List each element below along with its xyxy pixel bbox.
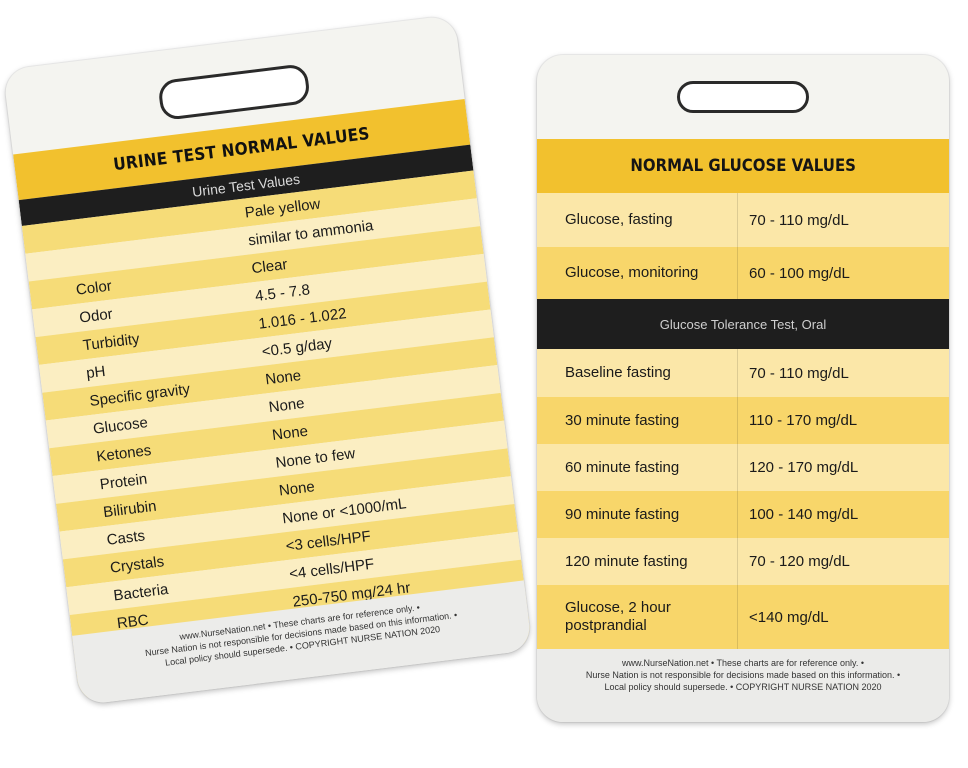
footer-line: Nurse Nation is not responsible for deci… <box>585 670 901 680</box>
glucose-row-label: 120 minute fasting <box>565 552 688 570</box>
glucose-row-value: 120 - 170 mg/dL <box>749 459 859 476</box>
glucose-row-label: Glucose, monitoring <box>565 264 699 281</box>
footer-line: Local policy should supersede. • COPYRIG… <box>604 682 882 692</box>
glucose-row-label: Glucose, 2 hour postprandial <box>565 599 671 634</box>
footer-line: www.NurseNation.net • These charts are f… <box>621 658 865 668</box>
glucose-row-value: 60 - 100 mg/dL <box>749 264 850 282</box>
glucose-row-label: Baseline fasting <box>565 364 671 381</box>
glucose-card-title: NORMAL GLUCOSE VALUES <box>630 156 856 176</box>
glucose-values-card: NORMAL GLUCOSE VALUES Glucose, fasting 70… <box>537 55 949 722</box>
glucose-table-row: 60 minute fasting 120 - 170 mg/dL <box>537 444 949 491</box>
glucose-row-label: 60 minute fasting <box>565 458 680 476</box>
glucose-table-row: 90 minute fasting 100 - 140 mg/dL <box>537 491 949 538</box>
glucose-tolerance-subheader-band: Glucose Tolerance Test, Oral <box>537 299 949 349</box>
glucose-row-value: 110 - 170 mg/dL <box>749 412 858 429</box>
glucose-tolerance-subheader: Glucose Tolerance Test, Oral <box>659 316 827 332</box>
glucose-table-row: Glucose, 2 hour postprandial <140 mg/dL <box>537 585 949 649</box>
glucose-card-footer: www.NurseNation.net • These charts are f… <box>537 649 949 722</box>
glucose-title-band: NORMAL GLUCOSE VALUES <box>537 139 949 193</box>
glucose-row-label: Glucose, fasting <box>565 211 673 228</box>
glucose-row-value: 70 - 110 mg/dL <box>749 364 849 382</box>
urine-test-card: URINE TEST NORMAL VALUES Urine Test Valu… <box>2 14 533 706</box>
glucose-table-row: Glucose, monitoring 60 - 100 mg/dL <box>537 247 949 299</box>
glucose-row-value: 70 - 120 mg/dL <box>749 553 850 570</box>
glucose-row-label: 30 minute fasting <box>565 411 680 429</box>
glucose-table-row: Glucose, fasting 70 - 110 mg/dL <box>537 193 949 247</box>
glucose-table-row: 120 minute fasting 70 - 120 mg/dL <box>537 538 949 585</box>
glucose-row-value: 70 - 110 mg/dL <box>749 211 849 229</box>
glucose-row-value: <140 mg/dL <box>749 608 829 626</box>
glucose-table-row: 30 minute fasting 110 - 170 mg/dL <box>537 397 949 444</box>
glucose-table-row: Baseline fasting 70 - 110 mg/dL <box>537 349 949 397</box>
glucose-row-value: 100 - 140 mg/dL <box>749 506 859 523</box>
lanyard-slot-hole <box>677 81 809 113</box>
glucose-row-label: 90 minute fasting <box>565 505 680 523</box>
lanyard-slot-hole <box>157 63 311 122</box>
